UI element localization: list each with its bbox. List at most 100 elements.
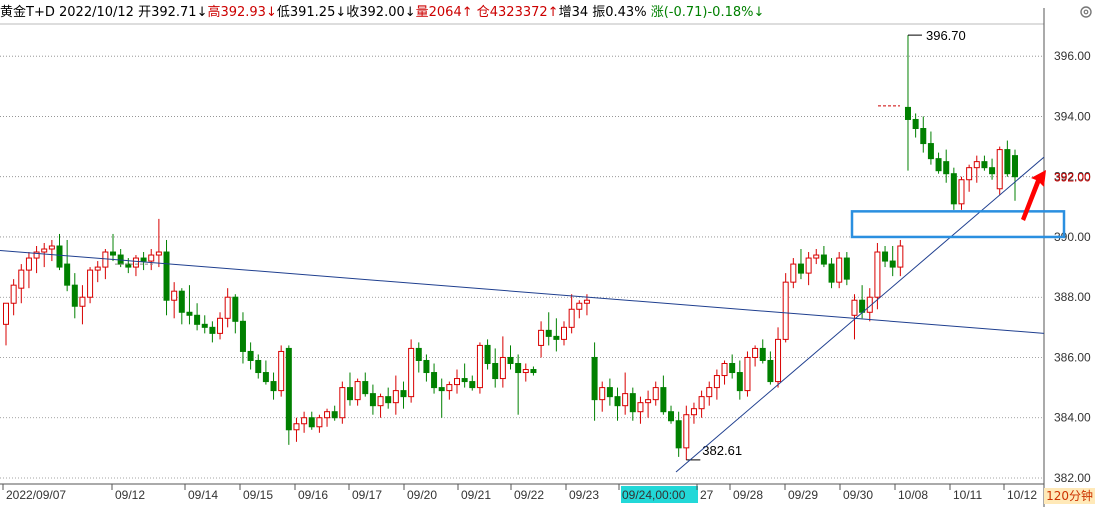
x-tick-label: 09/16	[298, 488, 328, 502]
candle-body	[461, 378, 468, 383]
candle-body	[10, 284, 17, 304]
open-interest: 仓4323372↑	[476, 5, 559, 20]
candle-body	[561, 326, 568, 340]
candle-body	[278, 350, 285, 392]
ascending-trendline	[675, 156, 1045, 473]
x-tick-label: 09/30	[843, 488, 873, 502]
oi-increase: 增34	[558, 5, 589, 20]
x-tick-label: 2022/09/07	[6, 488, 66, 502]
candle-body	[660, 387, 667, 413]
gear-icon[interactable]	[1079, 5, 1093, 19]
candle-body	[583, 299, 590, 304]
red-arrow-annotation	[1021, 170, 1046, 221]
candle-body	[469, 381, 476, 389]
candle-body	[775, 338, 782, 383]
candle-body	[507, 356, 514, 364]
candle-body	[813, 254, 820, 259]
candle-body	[163, 251, 170, 301]
candle-body	[538, 329, 545, 346]
candle-body	[3, 302, 9, 325]
candle-body	[492, 362, 499, 380]
x-tick-label: 09/29	[788, 488, 818, 502]
candle-body	[820, 254, 827, 265]
low-annotation: 382.61	[702, 443, 742, 458]
candle-body	[64, 263, 71, 286]
x-tick-label: 09/17	[352, 488, 382, 502]
candle-body	[186, 311, 193, 316]
candle-body	[889, 260, 896, 268]
candle-body	[392, 390, 399, 404]
candle-body	[599, 387, 606, 401]
candle-body	[706, 387, 713, 398]
candle-body	[698, 396, 705, 410]
candle-body	[178, 290, 185, 313]
candle-body	[981, 161, 988, 169]
x-tick-label: 09/12	[115, 488, 145, 502]
candle-body	[897, 245, 904, 268]
candle-body	[797, 263, 804, 274]
candle-body	[645, 399, 652, 404]
candle-body	[71, 284, 78, 307]
x-tick-label: 09/24,00:00	[622, 488, 686, 502]
candle-body	[637, 402, 644, 413]
quote-header: 黄金T+D 2022/10/12 开392.71↓高392.93↓低391.25…	[0, 2, 764, 24]
candle-body	[713, 375, 720, 389]
support-zone-box	[850, 210, 1066, 239]
candle-body	[324, 411, 331, 419]
candle-body	[499, 356, 506, 380]
candle-body	[843, 257, 850, 280]
candle-body	[301, 417, 308, 425]
candle-body	[545, 329, 552, 337]
x-tick-label: 09/14	[188, 488, 218, 502]
x-tick-label: 09/28	[733, 488, 763, 502]
close-price: 收392.00↓	[346, 5, 416, 20]
candle-body	[79, 296, 86, 307]
candle-body	[110, 251, 117, 256]
candle-body	[155, 251, 162, 256]
candle-body	[431, 372, 438, 389]
candle-body	[369, 393, 376, 407]
candle-body	[927, 143, 934, 160]
candle-body	[943, 161, 950, 175]
candle-body	[308, 417, 315, 428]
candle-body	[18, 269, 25, 289]
y-tick-label: 382.00	[1054, 471, 1091, 485]
candle-body	[866, 296, 873, 313]
candle-body	[790, 263, 797, 283]
candle-body	[224, 296, 231, 319]
candle-body	[316, 417, 323, 428]
candle-body	[25, 257, 32, 271]
x-tick-label: 10/11	[953, 488, 982, 502]
candle-body	[400, 390, 407, 398]
candle-body	[912, 118, 919, 130]
candle-body	[171, 290, 178, 301]
x-tick-label: 10/08	[898, 488, 928, 502]
last-price-label: 392.00	[1054, 171, 1091, 185]
candle-body	[209, 326, 216, 334]
candle-body	[255, 359, 262, 374]
timeframe-label[interactable]: 120分钟	[1044, 488, 1095, 504]
y-tick-label: 396.00	[1054, 49, 1091, 63]
candle-body	[217, 317, 224, 334]
candle-body	[239, 320, 246, 352]
candle-body	[41, 248, 48, 253]
candle-body	[828, 263, 835, 283]
candle-body	[950, 173, 957, 205]
candle-body	[759, 347, 766, 361]
candle-body	[752, 347, 759, 358]
candle-body	[966, 167, 973, 181]
candle-body	[904, 106, 911, 120]
candle-body	[484, 344, 491, 364]
candle-body	[1012, 155, 1018, 178]
candle-body	[920, 128, 927, 145]
candle-body	[958, 179, 965, 205]
x-tick-label: 09/20	[407, 488, 437, 502]
candle-body	[201, 323, 208, 328]
x-tick-label: 09/23	[569, 488, 599, 502]
candle-body	[996, 149, 1003, 190]
candle-body	[346, 387, 353, 401]
candle-body	[522, 369, 529, 374]
candle-body	[606, 387, 613, 398]
y-tick-label: 388.00	[1054, 290, 1091, 304]
